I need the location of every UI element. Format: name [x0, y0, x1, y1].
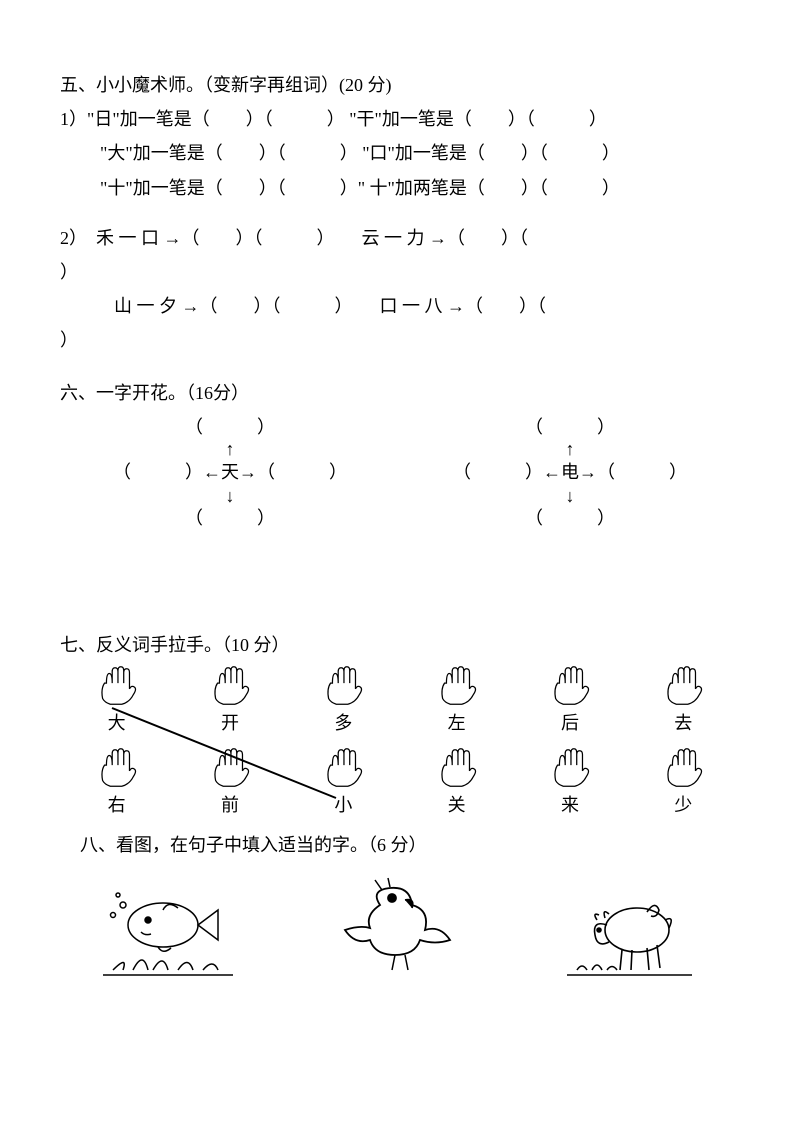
hand-label-r2-3: 关	[412, 788, 502, 822]
hand-r2-4: 来	[525, 744, 615, 822]
hand-r1-4: 后	[525, 662, 615, 740]
hand-icon	[658, 744, 708, 792]
hand-label-r2-5: 少	[638, 788, 728, 822]
hand-r1-3: 左	[412, 662, 502, 740]
flower1-center: 天	[221, 462, 239, 482]
hand-r2-2: 小	[298, 744, 388, 822]
hand-icon	[318, 662, 368, 710]
flower1-bot: （ ）	[100, 501, 360, 535]
q8-images-row	[60, 870, 740, 990]
section-7: 七、反义词手拉手。（10 分） 大 开 多 左 后 去	[60, 628, 740, 823]
q5-title: 五、小小魔术师。（变新字再组词）(20 分)	[60, 68, 740, 102]
q5-line-2b-tail: ）	[60, 323, 740, 357]
flower1-arrow-up: ↑	[100, 440, 360, 458]
q5-line-2a: 2） 禾 一 口 →（ ）（ ） 云 一 力 →（ ）（	[60, 221, 740, 255]
hand-icon	[432, 662, 482, 710]
flower-diagrams: （ ） ↑ （ ）←天→（ ） ↓ （ ） （ ） ↑ （ ）←电→（ ） ↓ …	[60, 410, 740, 610]
flower2-bot: （ ）	[440, 501, 700, 535]
flower-2: （ ） ↑ （ ）←电→（ ） ↓ （ ）	[440, 410, 700, 535]
hand-icon	[205, 662, 255, 710]
q5-line-1a: 1）"日"加一笔是（ ）（ ） "干"加一笔是（ ）（ ）	[60, 102, 740, 136]
q5-line-2b: 山 一 夕 →（ ）（ ） 口 一 八 →（ ）（	[60, 289, 740, 323]
flower2-mid: （ ）←电→（ ）	[440, 458, 700, 487]
flower2-arrow-up: ↑	[440, 440, 700, 458]
flower1-left: （ ）←	[113, 462, 221, 482]
q7-title: 七、反义词手拉手。（10 分）	[60, 628, 740, 662]
hand-r1-5: 去	[638, 662, 728, 740]
hand-label-r2-4: 来	[525, 788, 615, 822]
hand-icon	[205, 744, 255, 792]
hand-label-r2-0: 右	[72, 788, 162, 822]
bird-image	[320, 870, 480, 990]
q5-line-2a-tail: ）	[60, 255, 740, 289]
hand-label-r2-2: 小	[298, 788, 388, 822]
hand-r1-0: 大	[72, 662, 162, 740]
section-5: 五、小小魔术师。（变新字再组词）(20 分) 1）"日"加一笔是（ ）（ ） "…	[60, 68, 740, 358]
hand-icon	[92, 662, 142, 710]
q8-title: 八、看图，在句子中填入适当的字。（6 分）	[80, 828, 740, 862]
hand-icon	[545, 744, 595, 792]
hands-row-2: 右 前 小 关 来 少	[60, 744, 740, 822]
goat-image	[547, 870, 707, 990]
section-6: 六、一字开花。（16分） （ ） ↑ （ ）←天→（ ） ↓ （ ） （ ） ↑…	[60, 376, 740, 610]
flower-1: （ ） ↑ （ ）←天→（ ） ↓ （ ）	[100, 410, 360, 535]
hand-icon	[545, 662, 595, 710]
q5-line-1b: "大"加一笔是（ ）（ ） "口"加一笔是（ ）（ ）	[100, 136, 740, 170]
hand-icon	[658, 662, 708, 710]
flower2-left: （ ）←	[453, 462, 561, 482]
hand-icon	[432, 744, 482, 792]
hand-r2-0: 右	[72, 744, 162, 822]
hand-label-r1-2: 多	[298, 706, 388, 740]
hand-r1-1: 开	[185, 662, 275, 740]
q6-title: 六、一字开花。（16分）	[60, 376, 740, 410]
section-8: 八、看图，在句子中填入适当的字。（6 分）	[60, 828, 740, 990]
hand-label-r2-1: 前	[185, 788, 275, 822]
hand-icon	[92, 744, 142, 792]
hand-r2-3: 关	[412, 744, 502, 822]
hand-label-r1-5: 去	[638, 706, 728, 740]
flower1-mid: （ ）←天→（ ）	[100, 458, 360, 487]
fish-image	[93, 870, 253, 990]
hand-r1-2: 多	[298, 662, 388, 740]
hand-r2-1: 前	[185, 744, 275, 822]
hands-row-1: 大 开 多 左 后 去	[60, 662, 740, 740]
flower2-center: 电	[561, 462, 579, 482]
hand-label-r1-1: 开	[185, 706, 275, 740]
hand-r2-5: 少	[638, 744, 728, 822]
hand-label-r1-4: 后	[525, 706, 615, 740]
flower1-right: →（ ）	[239, 462, 347, 482]
flower2-right: →（ ）	[579, 462, 687, 482]
hand-label-r1-3: 左	[412, 706, 502, 740]
q5-line-1c: "十"加一笔是（ ）（ ）" 十"加两笔是（ ）（ ）	[100, 171, 740, 205]
hand-label-r1-0: 大	[72, 706, 162, 740]
hand-icon	[318, 744, 368, 792]
